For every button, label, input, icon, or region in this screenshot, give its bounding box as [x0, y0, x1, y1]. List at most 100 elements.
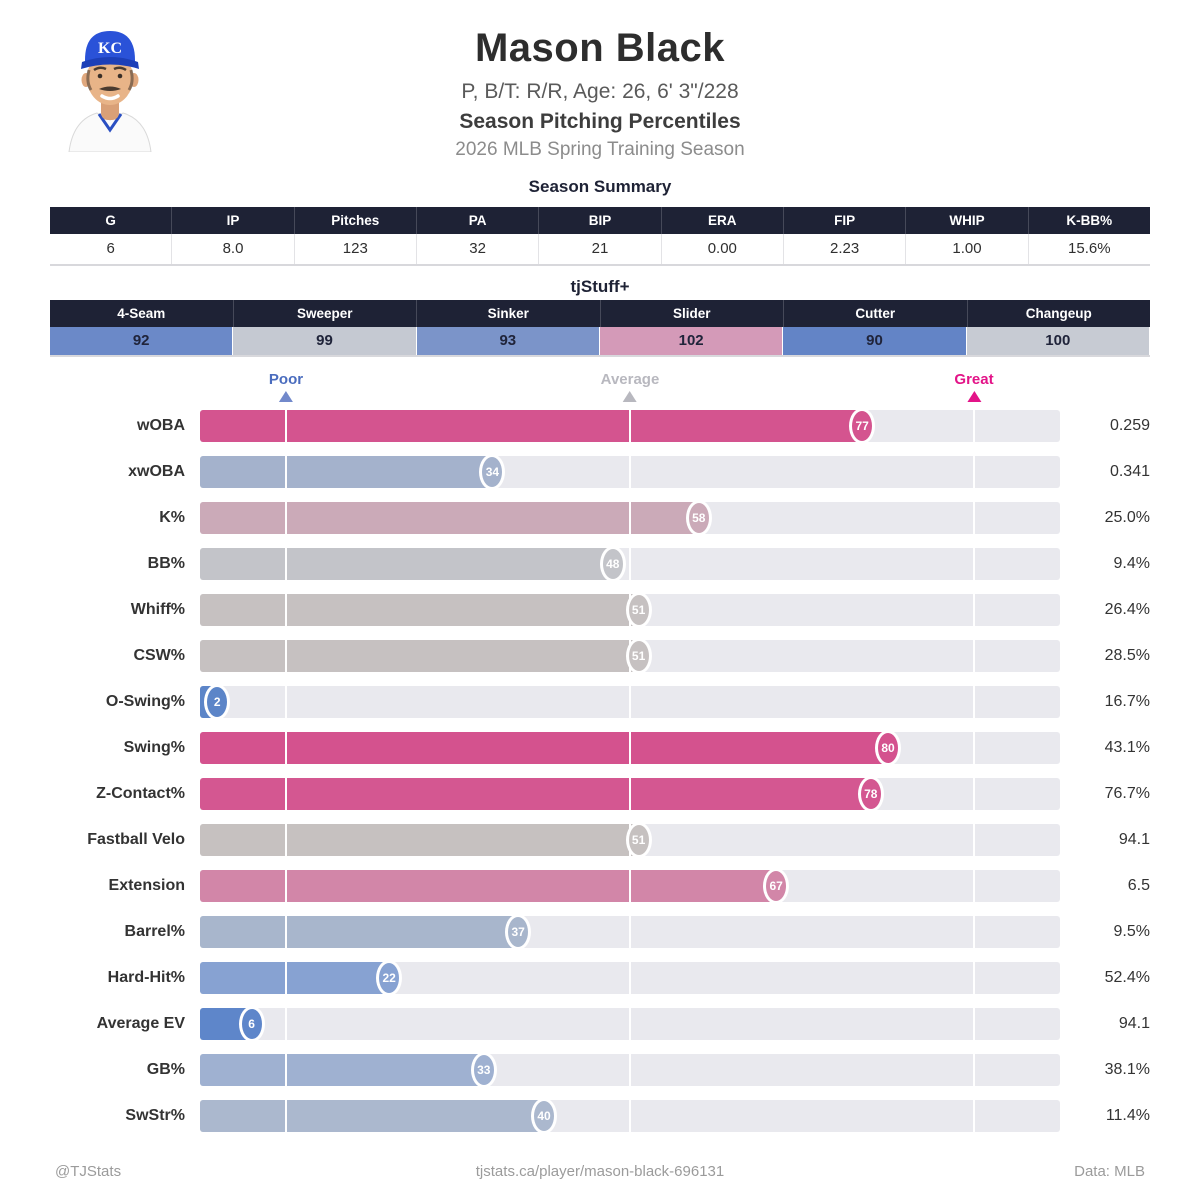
pitch-column-header: Changeup: [967, 300, 1150, 327]
axis-gridline: [629, 870, 631, 902]
percentile-row: O-Swing% 2 16.7%: [0, 684, 1200, 720]
percentile-track: 51: [200, 822, 1060, 858]
axis-marker-great: Great: [954, 372, 994, 402]
footer-source: Data: MLB: [1074, 1163, 1145, 1180]
metric-label: GB%: [146, 1061, 185, 1078]
axis-gridline: [973, 916, 975, 948]
triangle-up-icon: [967, 391, 981, 402]
axis-gridline: [973, 1100, 975, 1132]
percentile-track: 22: [200, 960, 1060, 996]
axis-gridline: [629, 916, 631, 948]
percentile-badge: 51: [625, 638, 652, 674]
metric-value: 0.341: [1109, 463, 1150, 480]
percentile-row: xwOBA 34 0.341: [0, 454, 1200, 490]
axis-gridline: [629, 686, 631, 718]
axis-gridline: [285, 686, 287, 718]
percentile-badge: 2: [204, 684, 231, 720]
metric-label: Z-Contact%: [96, 785, 185, 802]
summary-value-cell: 1.00: [906, 234, 1029, 264]
percentile-badge: 51: [625, 822, 652, 858]
axis-gridline: [629, 456, 631, 488]
percentile-track: 67: [200, 868, 1060, 904]
percentile-row: Hard-Hit% 22 52.4%: [0, 960, 1200, 996]
metric-value: 76.7%: [1104, 785, 1150, 802]
axis-gridline: [973, 732, 975, 764]
axis-gridline: [285, 1008, 287, 1040]
axis-gridline: [285, 640, 287, 672]
axis-gridline: [285, 410, 287, 442]
percentile-row: SwStr% 40 11.4%: [0, 1098, 1200, 1134]
percentile-fill: [200, 456, 493, 488]
season-label: 2026 MLB Spring Training Season: [455, 139, 745, 160]
axis-gridline: [629, 502, 631, 534]
metric-label: wOBA: [137, 417, 185, 434]
pitch-value-cell: 92: [50, 327, 234, 355]
triangle-up-icon: [623, 391, 637, 402]
percentile-badge: 6: [238, 1006, 265, 1042]
metric-value: 16.7%: [1104, 693, 1150, 710]
summary-column-header: Pitches: [294, 207, 417, 234]
metric-value: 38.1%: [1104, 1061, 1150, 1078]
percentile-row: BB% 48 9.4%: [0, 546, 1200, 582]
percentile-row: wOBA 77 0.259: [0, 408, 1200, 444]
axis-gridline: [285, 916, 287, 948]
percentile-badge: 22: [376, 960, 403, 996]
axis-gridline: [973, 1008, 975, 1040]
axis-gridline: [973, 870, 975, 902]
axis-gridline: [285, 456, 287, 488]
metric-value: 9.4%: [1113, 555, 1150, 572]
axis-gridline: [973, 1054, 975, 1086]
summary-column-header: K-BB%: [1028, 207, 1150, 234]
axis-gridline: [629, 1100, 631, 1132]
summary-column-header: ERA: [661, 207, 784, 234]
percentile-track: 34: [200, 454, 1060, 490]
axis-gridline: [973, 640, 975, 672]
axis-gridline: [285, 962, 287, 994]
axis-gridline: [973, 410, 975, 442]
summary-value-cell: 15.6%: [1028, 234, 1150, 264]
percentile-row: Fastball Velo 51 94.1: [0, 822, 1200, 858]
pitch-column-header: Sinker: [417, 300, 601, 327]
percentile-row: GB% 33 38.1%: [0, 1052, 1200, 1088]
percentile-row: Swing% 80 43.1%: [0, 730, 1200, 766]
metric-value: 43.1%: [1104, 739, 1150, 756]
summary-value-cell: 2.23: [783, 234, 907, 264]
percentile-badge: 48: [599, 546, 626, 582]
metric-label: CSW%: [133, 647, 185, 664]
percentile-fill: [200, 1054, 484, 1086]
tjstuff-title: tjStuff+: [570, 277, 630, 296]
percentile-track: 33: [200, 1052, 1060, 1088]
metric-label: Swing%: [123, 739, 185, 756]
metric-value: 28.5%: [1104, 647, 1150, 664]
axis-gridline: [973, 456, 975, 488]
metric-label: SwStr%: [125, 1107, 185, 1124]
axis-marker-poor: Poor: [269, 372, 303, 402]
tjstuff-value-row: 92 99 93 102 90 100: [50, 327, 1150, 357]
axis-gridline: [629, 778, 631, 810]
summary-column-header: IP: [172, 207, 295, 234]
summary-value-cell: 32: [416, 234, 540, 264]
percentile-badge: 33: [470, 1052, 497, 1088]
percentile-badge: 40: [531, 1098, 557, 1134]
metric-value: 94.1: [1118, 1015, 1150, 1032]
metric-value: 52.4%: [1104, 969, 1150, 986]
summary-value-cell: 6: [50, 234, 173, 264]
pitch-value-cell: 93: [416, 327, 600, 355]
triangle-up-icon: [278, 391, 293, 402]
percentile-row: Z-Contact% 78 76.7%: [0, 776, 1200, 812]
metric-label: xwOBA: [128, 463, 185, 480]
axis-gridline: [973, 824, 975, 856]
card-subtitle: Season Pitching Percentiles: [459, 110, 741, 133]
percentile-track: 6: [200, 1006, 1060, 1042]
summary-value-cell: 0.00: [661, 234, 784, 264]
percentile-fill: [200, 870, 777, 902]
metric-label: Hard-Hit%: [107, 969, 185, 986]
percentile-fill: [200, 640, 639, 672]
percentile-track: 77: [200, 408, 1060, 444]
percentile-track: 37: [200, 914, 1060, 950]
metric-value: 25.0%: [1104, 509, 1150, 526]
metric-label: Whiff%: [130, 601, 185, 618]
axis-gridline: [285, 502, 287, 534]
percentile-badge: 80: [875, 730, 901, 766]
